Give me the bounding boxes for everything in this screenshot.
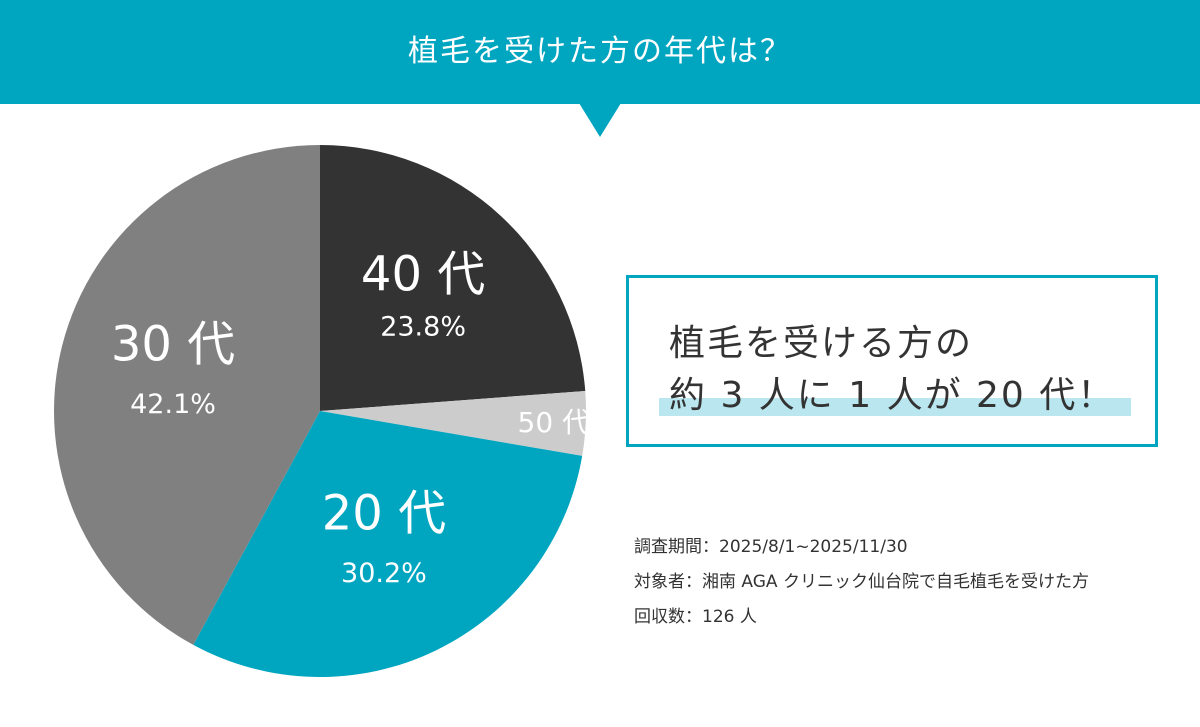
banner-pointer bbox=[579, 103, 621, 137]
conclusion-callout: 植毛を受ける方の 約 3 人に 1 人が 20 代！ bbox=[626, 275, 1158, 447]
pie-slice bbox=[54, 145, 321, 645]
text-highlight bbox=[659, 398, 1131, 416]
slice-label: 30 代 bbox=[111, 317, 235, 373]
pie-slice bbox=[320, 145, 586, 411]
survey-responses: 回収数：126 人 bbox=[634, 607, 757, 627]
pie-slice bbox=[320, 390, 587, 456]
callout-line-2: 約 3 人に 1 人が 20 代！ bbox=[669, 375, 1116, 416]
chart-title: 植毛を受けた方の年代は？ bbox=[408, 34, 792, 69]
slice-label: 50 代 bbox=[518, 406, 591, 439]
survey-notes: 調査期間：2025/8/1~2025/11/30 対象者：湘南 AGA クリニッ… bbox=[634, 530, 1089, 635]
survey-period: 調査期間：2025/8/1~2025/11/30 bbox=[634, 537, 908, 557]
title-banner: 植毛を受けた方の年代は？ bbox=[0, 0, 1200, 104]
slice-value-label: 23.8% bbox=[380, 311, 466, 342]
survey-target: 対象者：湘南 AGA クリニック仙台院で自毛植毛を受けた方 bbox=[634, 572, 1089, 592]
callout-line-1: 植毛を受ける方の bbox=[669, 323, 974, 364]
slice-value-label: 30.2% bbox=[341, 558, 427, 589]
slice-value-label: 42.1% bbox=[130, 389, 216, 420]
slice-label: 20 代 bbox=[322, 485, 446, 541]
pie-slice bbox=[193, 411, 583, 677]
slice-label: 40 代 bbox=[361, 247, 485, 303]
